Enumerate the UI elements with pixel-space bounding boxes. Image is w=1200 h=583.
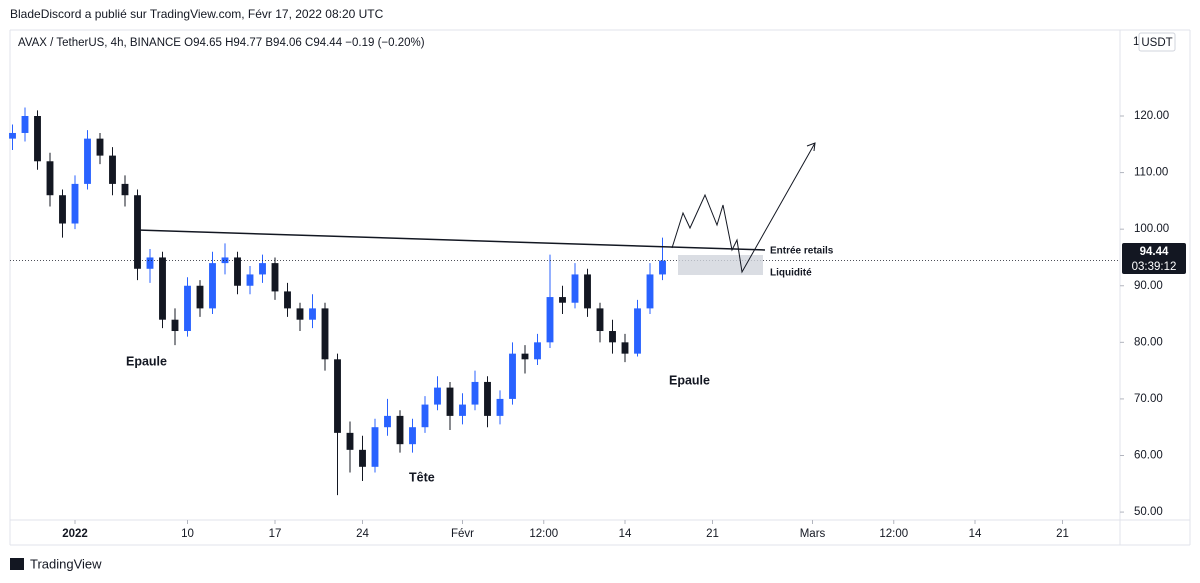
candle-body — [221, 257, 229, 264]
y-tick-label: 120.00 — [1134, 110, 1169, 122]
y-tick-label: 60.00 — [1134, 450, 1163, 462]
x-tick-label: 14 — [969, 528, 982, 540]
candle-body — [234, 257, 241, 286]
candle-body — [434, 387, 441, 405]
candle-body — [446, 387, 454, 416]
x-tick-label: 17 — [269, 528, 282, 540]
annotation: Epaule — [669, 373, 710, 387]
candle-body — [171, 319, 179, 332]
neckline — [136, 229, 766, 251]
candle-body — [534, 342, 541, 360]
candle-body — [9, 132, 16, 139]
annotation: Liquidité — [770, 268, 812, 279]
candle-body — [296, 308, 304, 320]
currency-box[interactable] — [1138, 32, 1176, 52]
candle-body — [346, 432, 354, 450]
plot: 50.00 60.00 70.00 80.00 90.00 100.00 110.00 120… — [9, 107, 1169, 540]
x-tick-label: 2022 — [62, 528, 88, 540]
candle-body — [409, 427, 416, 445]
x-tick-label: 14 — [619, 528, 632, 540]
candle-body — [71, 183, 79, 224]
candle-body — [246, 274, 254, 286]
x-tick-label: Févr — [451, 528, 474, 540]
candle-body — [21, 116, 29, 133]
y-tick-label: 110.00 — [1134, 167, 1168, 179]
candle-body — [334, 359, 341, 433]
candle-body — [421, 404, 429, 428]
candle-body — [484, 381, 491, 416]
footer-logo[interactable]: TradingView — [30, 556, 102, 571]
annotation: Epaule — [126, 354, 167, 368]
price-tag-countdown: 03:39:12 — [1132, 261, 1177, 273]
projection-path — [671, 142, 816, 274]
symbol-line: AVAX / TetherUS, 4h, BINANCE O94.65 H94.… — [18, 37, 425, 49]
candle-body — [659, 260, 666, 275]
candle-body — [359, 449, 366, 467]
candle-body — [196, 285, 204, 309]
candle-body — [621, 342, 629, 354]
candle-body — [84, 138, 91, 184]
annotation: Tête — [409, 470, 435, 484]
candle-body — [159, 257, 166, 320]
candle-body — [96, 138, 104, 156]
candle-body — [521, 353, 529, 360]
scale-mode[interactable]: 1 — [1133, 36, 1139, 48]
price-tag-value: 94.44 — [1140, 246, 1169, 258]
candle-body — [509, 353, 516, 399]
x-tick-label: 21 — [706, 528, 719, 540]
logo-icon — [10, 558, 24, 570]
candle-body — [371, 427, 379, 467]
candle-body — [184, 285, 191, 332]
arrow-head — [806, 142, 816, 152]
y-tick-label: 50.00 — [1134, 506, 1163, 518]
candle-body — [396, 415, 404, 445]
candle-body — [284, 291, 291, 309]
candle-body — [109, 155, 116, 184]
candle-body — [459, 404, 466, 416]
x-tick-label: 21 — [1056, 528, 1069, 540]
x-tick-label: 10 — [181, 528, 194, 540]
candle-body — [646, 274, 654, 309]
candle-body — [384, 415, 391, 428]
candle-body — [546, 297, 554, 343]
x-tick-label: 24 — [356, 528, 369, 540]
candle-body — [309, 308, 316, 320]
candle-body — [134, 195, 141, 269]
candle-body — [559, 297, 566, 303]
x-tick-label: 12:00 — [529, 528, 558, 540]
header: BladeDiscord a publié sur TradingView.co… — [10, 7, 384, 21]
x-tick-label: 12:00 — [879, 528, 908, 540]
candle-body — [59, 195, 66, 224]
candle-body — [146, 257, 154, 269]
candle-body — [209, 263, 216, 309]
y-tick-label: 90.00 — [1134, 280, 1163, 292]
y-tick-label: 70.00 — [1134, 393, 1163, 405]
candle-body — [634, 308, 641, 354]
candle-body — [121, 183, 129, 196]
candle-body — [471, 381, 479, 405]
candle-body — [46, 161, 54, 196]
candle-body — [496, 398, 504, 416]
currency: USDT — [1141, 37, 1172, 49]
candle-body — [584, 274, 591, 309]
annotation: Entrée retails — [770, 246, 834, 257]
price-tag — [1122, 243, 1186, 274]
y-tick-label: 80.00 — [1134, 336, 1163, 348]
candle-body — [34, 116, 41, 162]
candle-body — [271, 263, 279, 292]
candle-body — [321, 308, 329, 360]
y-tick-label: 100.00 — [1134, 223, 1169, 235]
candle-body — [596, 308, 604, 332]
candle-body — [609, 331, 616, 343]
candle-body — [571, 274, 579, 303]
x-tick-label: Mars — [800, 528, 826, 540]
candle-body — [259, 263, 266, 275]
